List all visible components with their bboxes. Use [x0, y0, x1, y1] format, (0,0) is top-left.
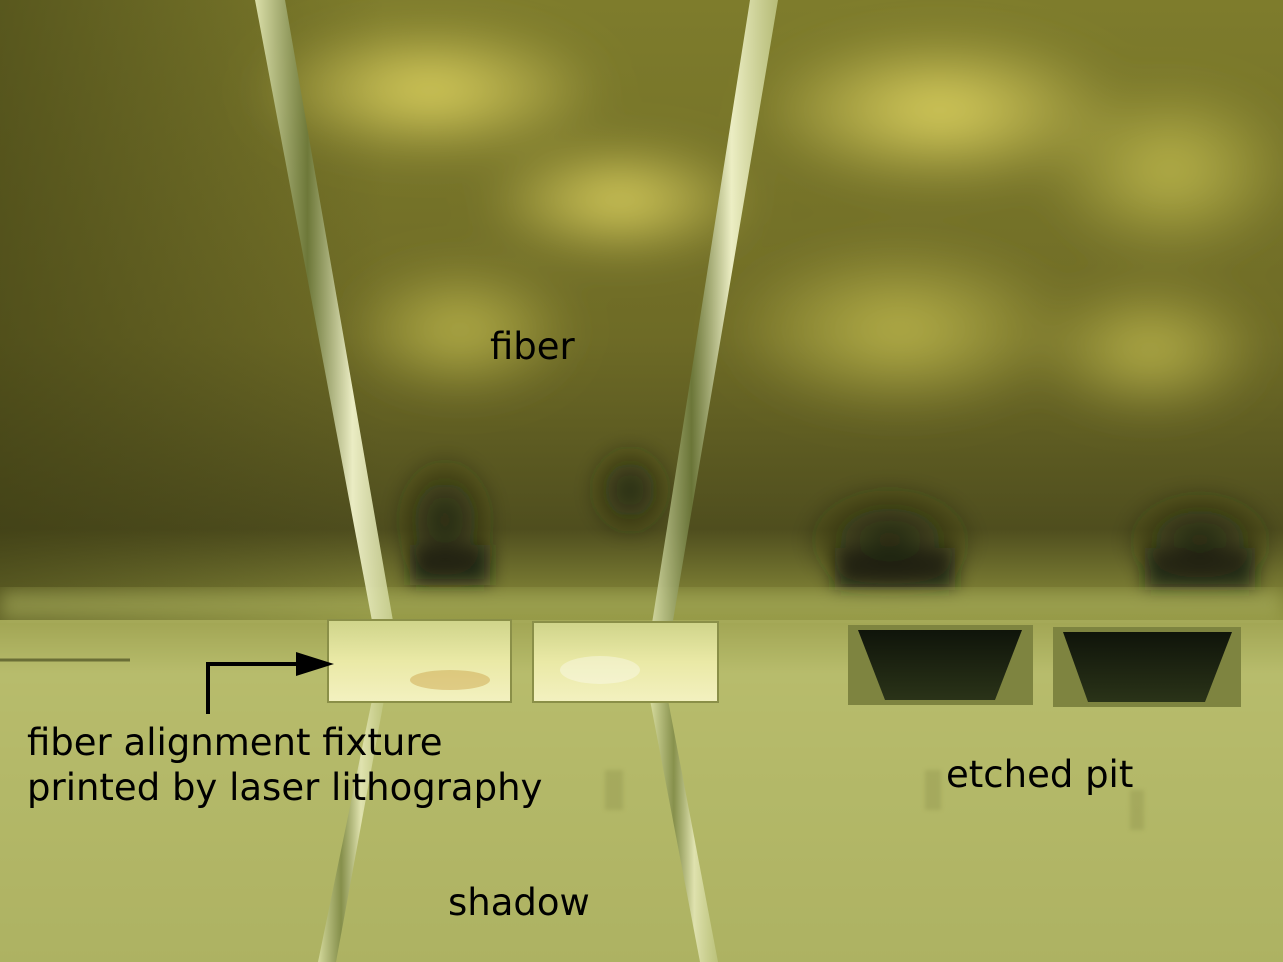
- shadow-label: shadow: [448, 881, 590, 924]
- fixture-label: fiber alignment fixture printed by laser…: [27, 720, 542, 810]
- fixture-label-line1: fiber alignment fixture: [27, 721, 443, 764]
- etched-pit-label: etched pit: [946, 753, 1134, 796]
- fixture-label-line2: printed by laser lithography: [27, 766, 543, 809]
- fiber-label: fiber: [490, 325, 575, 368]
